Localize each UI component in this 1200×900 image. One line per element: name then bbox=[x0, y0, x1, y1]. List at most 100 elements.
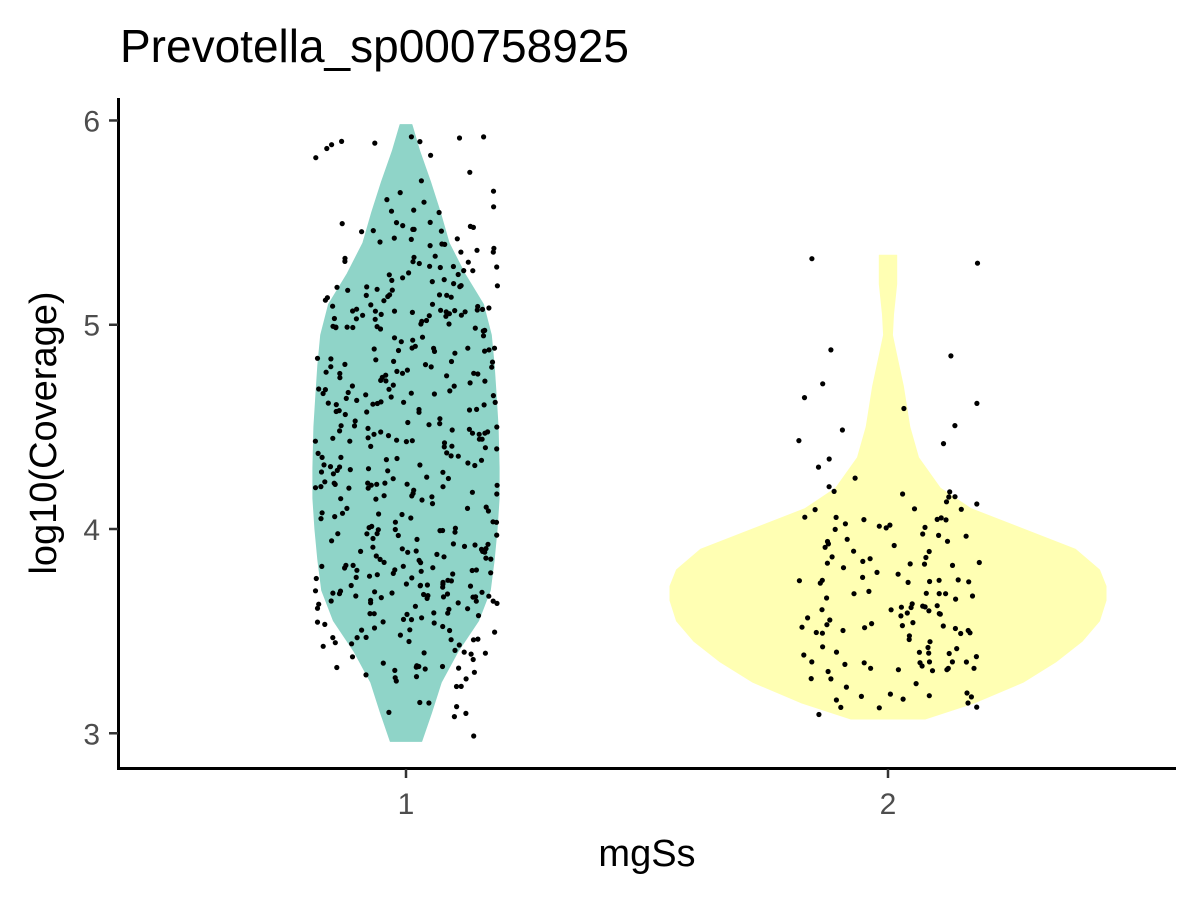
data-point-group-1 bbox=[400, 275, 406, 281]
data-point-group-1 bbox=[416, 260, 422, 267]
data-point-group-1 bbox=[424, 474, 430, 480]
data-point-group-2 bbox=[966, 579, 972, 585]
data-point-group-1 bbox=[451, 383, 457, 389]
y-axis-title: log10(Coverage) bbox=[23, 291, 65, 574]
data-point-group-2 bbox=[974, 704, 980, 710]
data-point-group-1 bbox=[441, 554, 447, 560]
data-point-group-2 bbox=[828, 676, 834, 682]
data-point-group-1 bbox=[381, 493, 387, 499]
y-axis-ticks: 3 4 5 6 bbox=[83, 105, 118, 751]
data-point-group-1 bbox=[321, 462, 327, 468]
data-point-group-2 bbox=[796, 438, 802, 444]
data-point-group-1 bbox=[494, 264, 500, 270]
data-point-group-1 bbox=[472, 462, 478, 469]
data-point-group-2 bbox=[952, 625, 959, 632]
data-point-group-1 bbox=[429, 279, 435, 285]
data-point-group-2 bbox=[805, 615, 811, 621]
data-point-group-2 bbox=[919, 663, 925, 669]
data-point-group-1 bbox=[391, 358, 397, 364]
data-point-group-1 bbox=[422, 666, 428, 672]
data-point-group-1 bbox=[377, 239, 383, 245]
data-point-group-1 bbox=[388, 394, 394, 400]
data-point-group-1 bbox=[382, 480, 388, 486]
violin-group-2 bbox=[669, 254, 1107, 720]
data-point-group-1 bbox=[478, 546, 485, 553]
data-point-group-1 bbox=[403, 581, 409, 587]
data-point-group-1 bbox=[364, 531, 370, 537]
data-point-group-1 bbox=[482, 348, 488, 354]
data-point-group-1 bbox=[482, 327, 488, 333]
data-point-group-1 bbox=[480, 333, 487, 339]
data-point-group-2 bbox=[963, 659, 970, 665]
data-point-group-1 bbox=[494, 482, 500, 488]
data-point-group-1 bbox=[444, 450, 450, 456]
data-point-group-2 bbox=[943, 591, 949, 597]
data-point-group-1 bbox=[440, 584, 446, 590]
data-point-group-2 bbox=[822, 544, 828, 550]
data-point-group-1 bbox=[490, 249, 496, 255]
data-point-group-2 bbox=[829, 554, 835, 560]
data-point-group-1 bbox=[437, 421, 443, 427]
data-point-group-2 bbox=[974, 260, 981, 266]
data-point-group-1 bbox=[429, 301, 436, 307]
data-point-group-1 bbox=[365, 425, 371, 431]
data-point-group-2 bbox=[968, 694, 975, 700]
data-point-group-1 bbox=[476, 436, 482, 442]
data-point-group-1 bbox=[328, 598, 334, 604]
data-point-group-1 bbox=[383, 457, 389, 463]
data-point-group-1 bbox=[378, 595, 384, 601]
data-point-group-1 bbox=[370, 401, 376, 407]
data-point-group-1 bbox=[448, 637, 454, 643]
data-point-group-1 bbox=[404, 611, 410, 618]
data-point-group-1 bbox=[363, 672, 369, 678]
data-point-group-2 bbox=[813, 629, 819, 636]
data-point-group-1 bbox=[452, 529, 458, 535]
data-point-group-1 bbox=[452, 525, 458, 531]
data-point-group-1 bbox=[418, 560, 424, 566]
data-point-group-1 bbox=[319, 510, 325, 516]
data-point-group-1 bbox=[467, 380, 473, 386]
data-point-group-1 bbox=[475, 613, 482, 619]
data-point-group-1 bbox=[371, 625, 378, 631]
data-point-group-1 bbox=[363, 292, 369, 298]
data-point-group-1 bbox=[394, 368, 400, 374]
data-point-group-1 bbox=[318, 484, 324, 490]
data-point-group-1 bbox=[482, 650, 488, 656]
data-point-group-1 bbox=[409, 345, 415, 351]
data-point-group-2 bbox=[964, 690, 970, 696]
data-point-group-1 bbox=[368, 482, 374, 488]
data-point-group-1 bbox=[406, 270, 412, 276]
data-point-group-1 bbox=[438, 307, 444, 313]
data-point-group-1 bbox=[374, 531, 380, 537]
data-point-group-2 bbox=[839, 427, 846, 433]
data-point-group-2 bbox=[958, 630, 964, 637]
data-point-group-2 bbox=[927, 578, 933, 585]
data-point-group-1 bbox=[439, 241, 445, 247]
data-point-group-2 bbox=[943, 517, 949, 523]
y-tick-label: 3 bbox=[83, 718, 100, 751]
data-point-group-1 bbox=[470, 656, 476, 663]
data-point-group-1 bbox=[494, 600, 500, 607]
data-point-group-1 bbox=[417, 139, 423, 145]
data-point-group-2 bbox=[944, 538, 951, 544]
data-point-group-1 bbox=[379, 374, 385, 380]
data-point-group-1 bbox=[392, 519, 398, 525]
data-point-group-1 bbox=[448, 358, 455, 365]
data-point-group-2 bbox=[852, 475, 858, 481]
data-point-group-2 bbox=[809, 256, 815, 262]
data-point-group-2 bbox=[934, 603, 940, 609]
data-point-group-1 bbox=[372, 308, 378, 314]
data-point-group-1 bbox=[408, 617, 415, 623]
data-point-group-1 bbox=[392, 667, 398, 674]
data-point-group-1 bbox=[486, 305, 492, 311]
data-point-group-2 bbox=[876, 523, 882, 529]
data-point-group-2 bbox=[923, 554, 929, 561]
data-point-group-1 bbox=[485, 429, 491, 435]
data-point-group-1 bbox=[450, 571, 456, 577]
data-point-group-1 bbox=[485, 541, 491, 547]
data-point-group-1 bbox=[334, 284, 340, 290]
data-point-group-1 bbox=[393, 220, 400, 226]
data-point-group-1 bbox=[373, 553, 379, 559]
data-point-group-1 bbox=[451, 714, 457, 720]
